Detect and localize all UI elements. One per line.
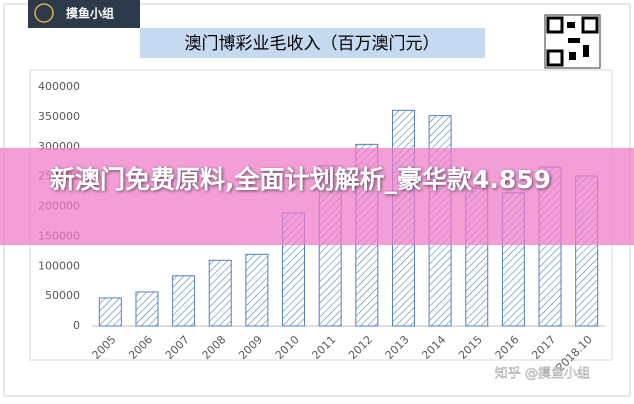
y-tick-label: 100000 (38, 259, 80, 272)
y-tick-label: 350000 (38, 110, 80, 123)
title-box (140, 28, 485, 58)
banner-text: 新澳门免费原料,全面计划解析_豪华款4.859 (50, 165, 552, 194)
y-tick-label: 0 (73, 319, 80, 332)
logo-text: 摸鱼小组 (66, 6, 114, 21)
y-tick-label: 50000 (45, 289, 80, 302)
banner: 新澳门免费原料,全面计划解析_豪华款4.859 (0, 148, 634, 245)
bar (135, 291, 159, 327)
logo-icon (34, 3, 54, 23)
chart-title: 澳门博彩业毛收入（百万澳门元） (185, 34, 440, 54)
bar (172, 275, 196, 327)
y-tick-label: 400000 (38, 80, 80, 93)
watermark: 知乎 @摸鱼小组 (495, 366, 590, 382)
bar (98, 297, 122, 327)
bar (208, 259, 232, 327)
qr-code (544, 14, 601, 69)
bar (245, 253, 269, 327)
